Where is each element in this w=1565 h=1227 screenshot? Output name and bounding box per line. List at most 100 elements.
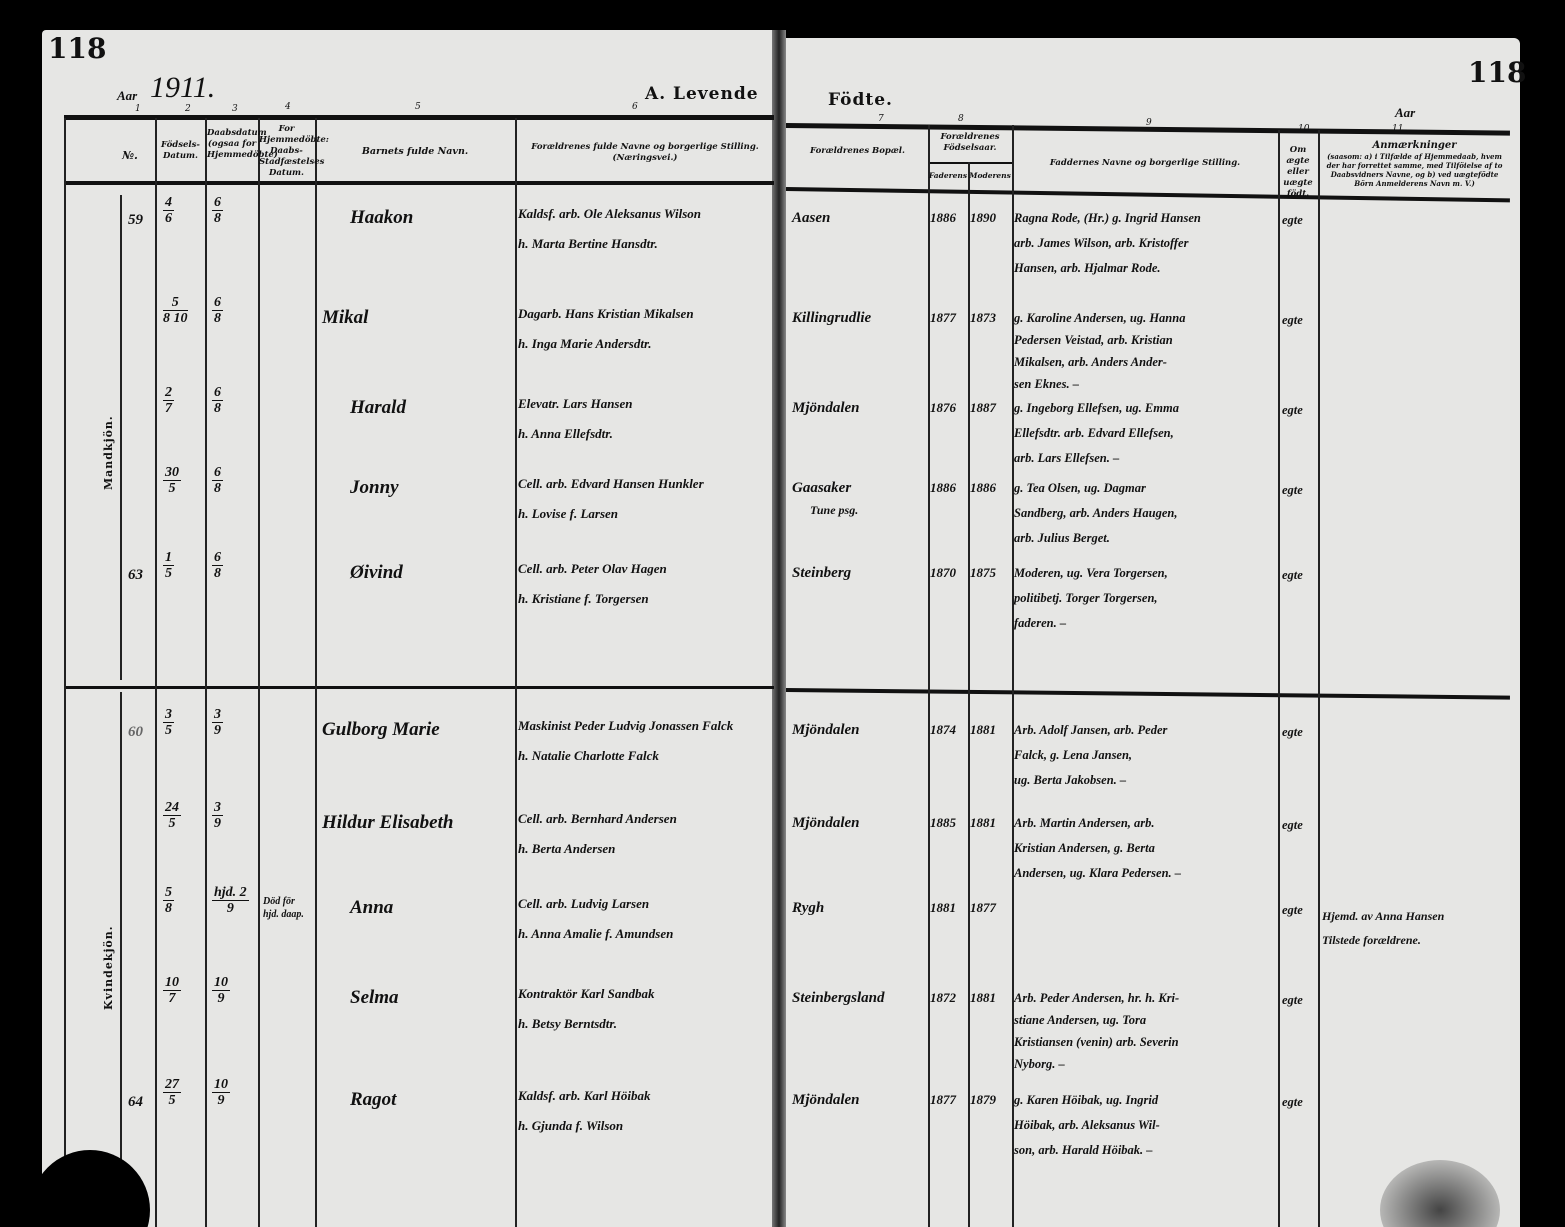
birth-date-month: 7 bbox=[168, 991, 176, 1006]
birth-date-day: 1 bbox=[163, 550, 174, 566]
column-number: 9 bbox=[1146, 118, 1152, 128]
child-name: Øivind bbox=[350, 562, 403, 583]
year-label-right: Aar bbox=[1395, 105, 1416, 120]
parent-line: Maskinist Peder Ludvig Jonassen Falck bbox=[518, 718, 734, 733]
parent-line: h. Betsy Berntsdtr. bbox=[518, 1016, 617, 1031]
residence: Mjöndalen bbox=[792, 1092, 860, 1108]
legitimacy: egte bbox=[1282, 725, 1303, 739]
column-rule bbox=[315, 118, 317, 1227]
parent-line: h. Inga Marie Andersdtr. bbox=[518, 336, 652, 351]
column-number: 8 bbox=[958, 114, 964, 124]
header-residence: Forældrenes Bopæl. bbox=[810, 146, 905, 156]
header-parents: Forældrenes fulde Navne og borgerlige St… bbox=[520, 142, 770, 164]
header-top-rule-left bbox=[64, 115, 774, 120]
baptism-date-month: 8 bbox=[214, 311, 221, 326]
header-parents-sub: (Næringsvei.) bbox=[612, 153, 678, 163]
birth-date-month: 6 bbox=[165, 211, 172, 226]
column-number: 3 bbox=[232, 104, 238, 114]
column-number: 1 bbox=[135, 104, 141, 114]
parent-line: h. Natalie Charlotte Falck bbox=[518, 748, 659, 763]
birth-date-day: 2 bbox=[163, 385, 174, 401]
residence: Steinberg bbox=[792, 565, 852, 581]
year-value: 1911. bbox=[150, 71, 216, 104]
page-number-right: 118 bbox=[1468, 56, 1527, 89]
baptism-date-day: 3 bbox=[212, 800, 223, 816]
sponsor-line: Andersen, ug. Klara Pedersen. – bbox=[1014, 866, 1182, 880]
parent-line: h. Anna Amalie f. Amundsen bbox=[518, 926, 674, 941]
legitimacy: egte bbox=[1282, 818, 1303, 832]
father-birth-year: 1872 bbox=[930, 990, 956, 1005]
birth-date-month: 5 bbox=[165, 723, 172, 738]
header-mother-year: Moderens bbox=[969, 171, 1011, 180]
legitimacy: egte bbox=[1282, 213, 1303, 227]
sponsor-line: Arb. Adolf Jansen, arb. Peder bbox=[1014, 723, 1168, 737]
header-remarks-sub: (saasom: a) i Tilfælde af Hjemmedaab, hv… bbox=[1326, 152, 1503, 188]
entry-number: 60 bbox=[128, 724, 143, 740]
mother-birth-year: 1879 bbox=[970, 1092, 996, 1107]
child-name: Mikal bbox=[322, 307, 369, 328]
header-child-name: Barnets fulde Navn. bbox=[361, 146, 469, 157]
birth-date-day: 30 bbox=[163, 465, 181, 481]
sponsor-line: politibetj. Torger Torgersen, bbox=[1014, 591, 1158, 605]
birth-date-month: 5 bbox=[168, 816, 176, 831]
legitimacy: egte bbox=[1282, 403, 1303, 417]
column-rule bbox=[205, 118, 207, 1227]
sponsor-line: stiane Andersen, ug. Tora bbox=[1014, 1013, 1147, 1027]
father-birth-year: 1877 bbox=[930, 1092, 956, 1107]
column-number: 5 bbox=[415, 102, 421, 112]
baptism-date-day: 6 bbox=[212, 550, 223, 566]
column-number: 4 bbox=[285, 102, 291, 112]
birth-date-day: 10 bbox=[163, 975, 181, 991]
column-number: 6 bbox=[632, 102, 638, 112]
header-sponsors: Faddernes Navne og borgerlige Stilling. bbox=[1049, 158, 1241, 168]
mother-birth-year: 1875 bbox=[970, 565, 996, 580]
mother-birth-year: 1881 bbox=[970, 815, 996, 830]
header-home-baptism: For Hjemmedöbte: Daabs-Stadfæstelses Dat… bbox=[259, 124, 329, 178]
column-rule bbox=[258, 118, 260, 1227]
baptism-date-month: 8 bbox=[214, 481, 221, 496]
sponsor-line: ug. Berta Jakobsen. – bbox=[1014, 773, 1127, 787]
birth-date-month: 5 bbox=[168, 481, 176, 496]
baptism-date-day: hjd. 2 bbox=[212, 885, 249, 901]
header-baptism-date: Daabsdatum (ogsaa for Hjemmedöbte) bbox=[207, 128, 278, 160]
sponsor-line: Höibak, arb. Aleksanus Wil- bbox=[1014, 1118, 1160, 1132]
residence: Rygh bbox=[792, 900, 825, 916]
father-birth-year: 1877 bbox=[930, 310, 956, 325]
entry-number: 64 bbox=[128, 1094, 143, 1110]
residence: Mjöndalen bbox=[792, 722, 860, 738]
sponsor-line: arb. Lars Ellefsen. – bbox=[1014, 451, 1120, 465]
legitimacy: egte bbox=[1282, 903, 1303, 917]
header-birth-years: Forældrenes Födselsaar. bbox=[940, 132, 1000, 153]
header-legitimate: Om ægte eller uægte födt. bbox=[1283, 145, 1313, 199]
sponsor-line: Falck, g. Lena Jansen, bbox=[1014, 748, 1133, 762]
sponsor-line: Nyborg. – bbox=[1014, 1057, 1065, 1071]
bracket-male bbox=[120, 195, 122, 680]
sponsor-line: Pedersen Veistad, arb. Kristian bbox=[1014, 333, 1173, 347]
title-right: Födte. bbox=[828, 90, 893, 110]
mother-birth-year: 1886 bbox=[970, 480, 996, 495]
residence: Tune psg. bbox=[810, 503, 859, 517]
mother-birth-year: 1877 bbox=[970, 900, 996, 915]
baptism-date-month: 9 bbox=[226, 901, 234, 916]
birth-date-day: 4 bbox=[163, 195, 174, 211]
parent-line: h. Marta Bertine Hansdtr. bbox=[518, 236, 658, 251]
birth-date-day: 5 bbox=[163, 295, 188, 311]
legitimacy: egte bbox=[1282, 313, 1303, 327]
header-birth-date: Födsels-Datum. bbox=[161, 140, 200, 161]
residence: Mjöndalen bbox=[792, 400, 860, 416]
header-no: №. bbox=[122, 149, 138, 162]
mother-birth-year: 1890 bbox=[970, 210, 996, 225]
baptism-date: 10 9 bbox=[212, 1077, 230, 1108]
father-birth-year: 1881 bbox=[930, 900, 956, 915]
column-rule bbox=[1278, 130, 1280, 1227]
parent-line: Kaldsf. arb. Ole Aleksanus Wilson bbox=[518, 206, 702, 221]
child-name: Hildur Elisabeth bbox=[322, 812, 454, 833]
parent-line: h. Kristiane f. Torgersen bbox=[518, 591, 649, 606]
sponsor-line: Ragna Rode, (Hr.) g. Ingrid Hansen bbox=[1014, 211, 1201, 225]
